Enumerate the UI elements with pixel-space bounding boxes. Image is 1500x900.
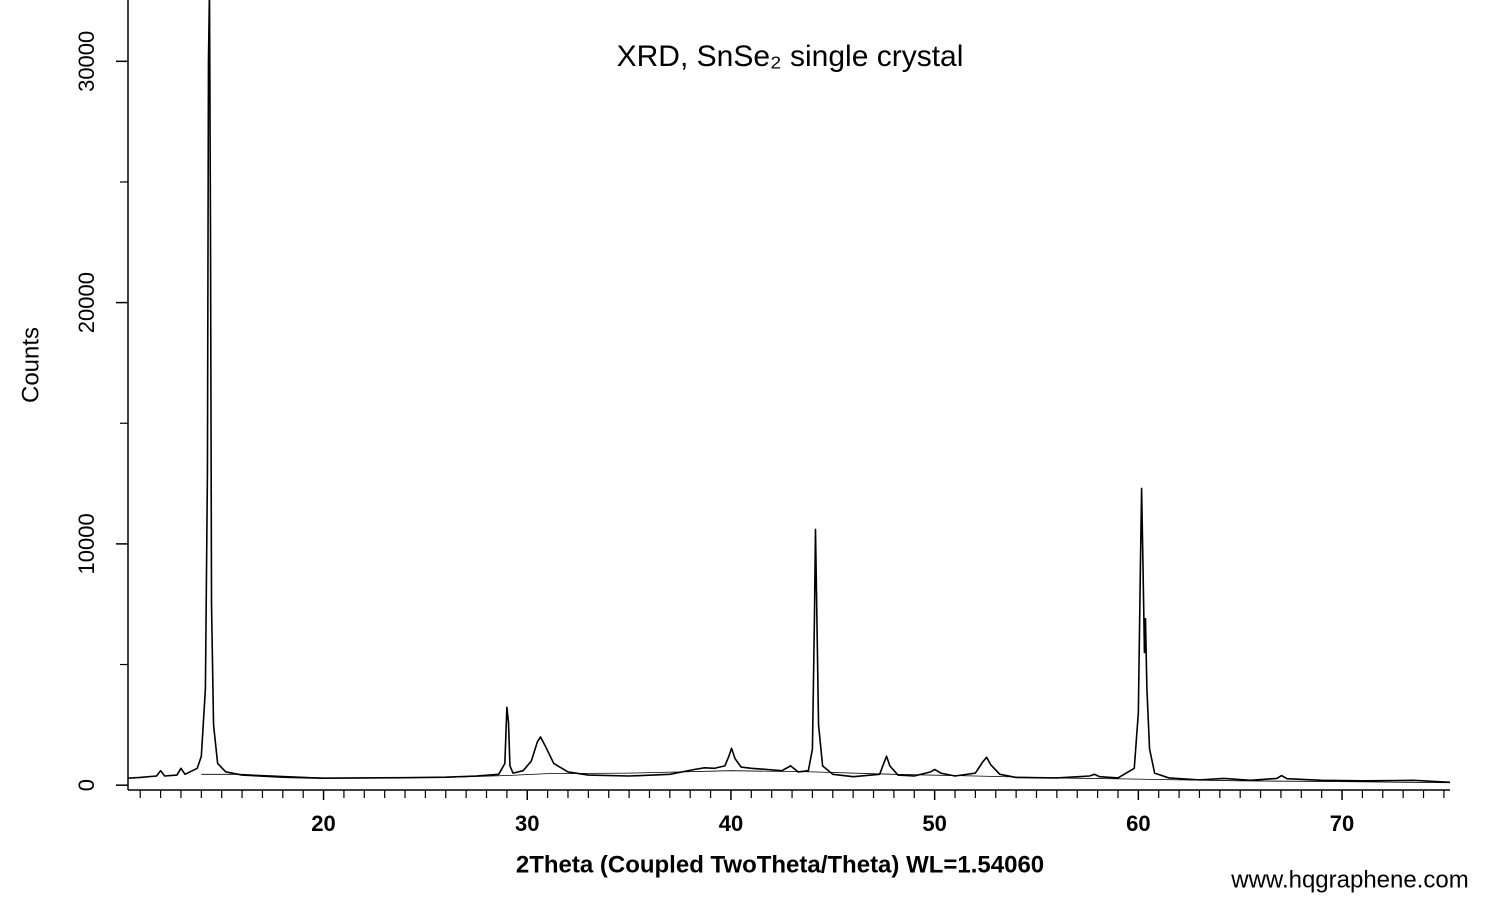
plot-area (128, 0, 1450, 784)
y-tick-label: 0 (74, 779, 99, 791)
watermark: www.hqgraphene.com (1230, 866, 1468, 893)
xrd-pattern (128, 0, 1450, 784)
background-line (201, 770, 1450, 784)
chart-title: XRD, SnSe₂ single crystal (617, 40, 964, 73)
x-tick-label: 50 (922, 811, 946, 836)
x-tick-label: 70 (1330, 811, 1354, 836)
x-tick-label: 60 (1126, 811, 1150, 836)
y-tick-label: 30000 (74, 31, 99, 92)
x-tick-label: 40 (719, 811, 743, 836)
y-tick-label: 20000 (74, 272, 99, 333)
x-tick-label: 20 (311, 811, 335, 836)
y-axis-label: Counts (17, 327, 44, 403)
x-axis-label: 2Theta (Coupled TwoTheta/Theta) WL=1.540… (516, 851, 1044, 878)
y-tick-label: 10000 (74, 513, 99, 574)
x-tick-label: 30 (515, 811, 539, 836)
